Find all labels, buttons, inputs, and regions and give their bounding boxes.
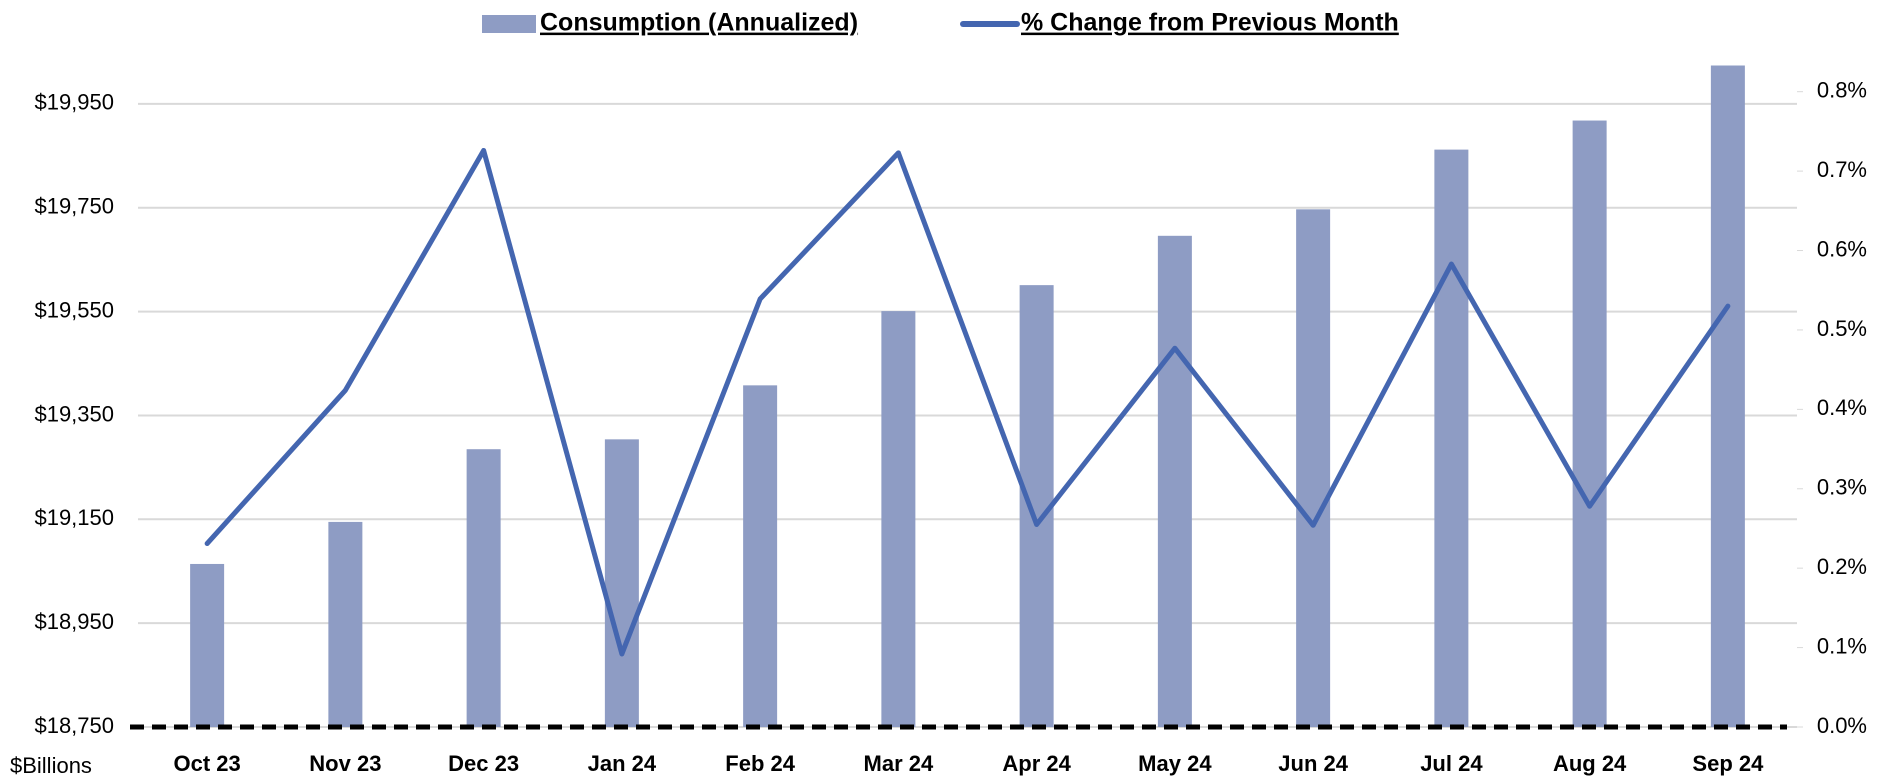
- y2-tick-label: 0.3%: [1817, 475, 1867, 500]
- x-tick-label: Apr 24: [1002, 751, 1071, 776]
- y-axis-label: $Billions: [10, 753, 92, 778]
- bar: [1434, 149, 1469, 728]
- bar: [1296, 209, 1331, 728]
- line: [204, 147, 1731, 657]
- x-tick-label: Jun 24: [1278, 751, 1348, 776]
- bar: [190, 563, 225, 727]
- x-tick-label: Mar 24: [864, 751, 934, 776]
- y-tick-label: $19,350: [34, 401, 114, 426]
- x-tick-label: Aug 24: [1553, 751, 1627, 776]
- y-tick-label: $19,150: [34, 505, 114, 530]
- bar: [1710, 65, 1745, 727]
- y2-tick-label: 0.5%: [1817, 316, 1867, 341]
- x-tick-label: Jan 24: [588, 751, 657, 776]
- y2-tick-label: 0.8%: [1817, 78, 1867, 103]
- y-tick-label: $19,550: [34, 297, 114, 322]
- y-tick-label: $18,950: [34, 609, 114, 634]
- bar: [466, 449, 501, 727]
- x-tick-label: May 24: [1138, 751, 1212, 776]
- y-tick-label: $19,750: [34, 194, 114, 219]
- bar: [881, 311, 916, 727]
- x-tick-label: Sep 24: [1692, 751, 1764, 776]
- y2-tick-label: 0.0%: [1817, 713, 1867, 738]
- legend-label: % Change from Previous Month: [1021, 9, 1399, 37]
- x-tick-label: Oct 23: [173, 751, 240, 776]
- y2-tick-label: 0.4%: [1817, 395, 1867, 420]
- y-tick-label: $18,750: [34, 713, 114, 738]
- y-tick-label: $19,950: [34, 90, 114, 115]
- y2-tick-label: 0.6%: [1817, 236, 1867, 261]
- bar: [604, 439, 639, 727]
- x-tick-label: Feb 24: [725, 751, 795, 776]
- x-tick-label: Dec 23: [448, 751, 519, 776]
- x-tick-label: Nov 23: [309, 751, 381, 776]
- bar: [743, 385, 778, 727]
- y2-tick-label: 0.1%: [1817, 633, 1867, 658]
- x-tick-label: Jul 24: [1420, 751, 1483, 776]
- y2-tick-label: 0.7%: [1817, 157, 1867, 182]
- bar: [1572, 120, 1607, 728]
- legend-swatch: [482, 15, 536, 33]
- y2-tick-label: 0.2%: [1817, 554, 1867, 579]
- bar: [1157, 235, 1192, 728]
- legend-label: Consumption (Annualized): [540, 9, 858, 37]
- bar: [328, 521, 363, 727]
